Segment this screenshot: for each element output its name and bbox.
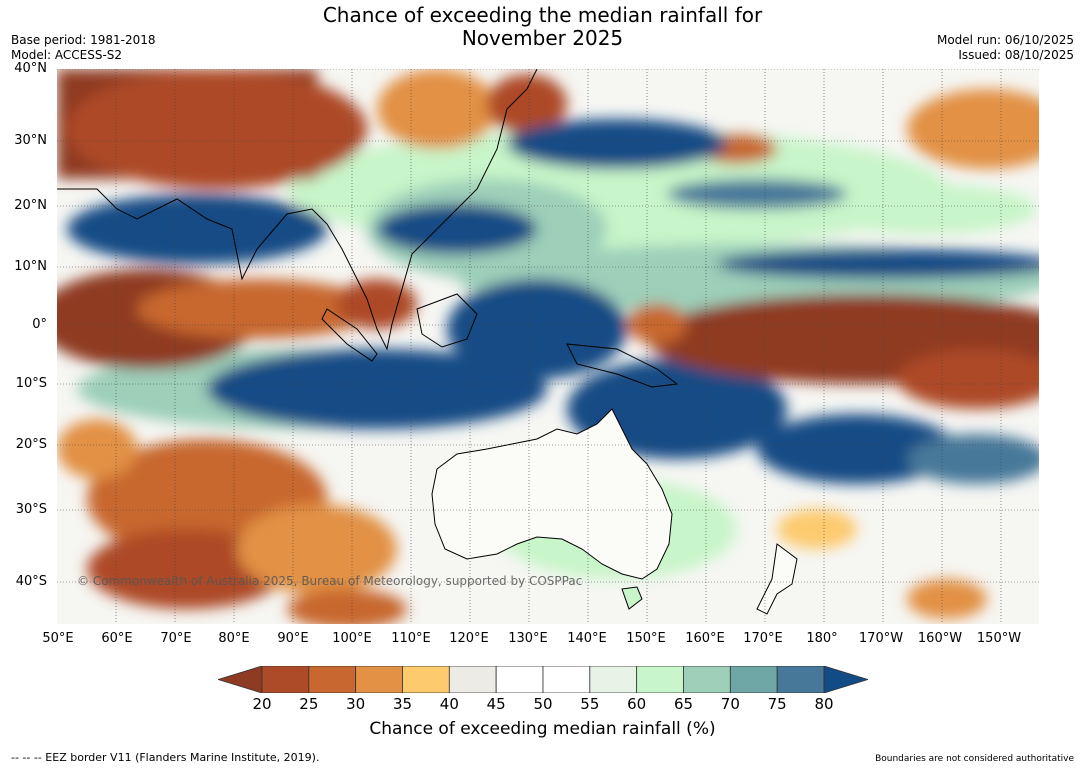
title-line-2: November 2025 (461, 26, 624, 50)
lat-label-10n: 10°N (14, 259, 47, 274)
colorbar-bin (683, 666, 731, 693)
colorbar-bin (729, 666, 778, 693)
colorbar (218, 666, 868, 693)
tasmania-outline (621, 586, 643, 610)
lat-label-equator: 0° (32, 317, 47, 332)
colorbar-tick-label: 60 (627, 695, 647, 713)
lon-label-80e: 80°E (218, 631, 250, 646)
colorbar-title: Chance of exceeding median rainfall (%) (369, 719, 716, 739)
colorbar-tick-label: 50 (533, 695, 553, 713)
issued-date: Issued: 08/10/2025 (958, 48, 1074, 62)
colorbar-bin (542, 666, 591, 693)
colorbar-tick-label: 65 (673, 695, 694, 713)
colorbar-tick-label: 80 (814, 695, 834, 713)
lon-label-160e: 160°E (685, 631, 725, 646)
lon-label-180: 180° (806, 631, 838, 646)
asia-coastline (57, 69, 538, 351)
model-info: Base period: 1981-2018 Model: ACCESS-S2 (11, 33, 156, 63)
colorbar-tick-label: 30 (346, 695, 366, 713)
lon-label-120e: 120°E (449, 631, 489, 646)
map-title: Chance of exceeding the median rainfall … (0, 4, 1085, 50)
colorbar-bin (261, 666, 310, 693)
new-guinea-outline (566, 343, 679, 388)
boundaries-disclaimer: Boundaries are not considered authoritat… (875, 754, 1074, 764)
base-period: Base period: 1981-2018 (11, 33, 156, 47)
lon-label-90e: 90°E (277, 631, 309, 646)
lat-label-40n: 40°N (14, 61, 47, 76)
borneo-outline (416, 293, 478, 348)
model-name: Model: ACCESS-S2 (11, 48, 123, 62)
colorbar-bin (355, 666, 403, 693)
colorbar-bin (776, 666, 825, 693)
lon-label-140e: 140°E (567, 631, 607, 646)
rainfall-map (57, 69, 1039, 624)
lat-label-30s: 30°S (15, 502, 47, 517)
lon-label-100e: 100°E (332, 631, 372, 646)
colorbar-tick-label: 75 (767, 695, 787, 713)
lon-label-70e: 70°E (160, 631, 192, 646)
colorbar-under-arrow (218, 666, 263, 693)
sumatra-outline (321, 308, 378, 362)
colorbar-bin (308, 666, 357, 693)
colorbar-tick-label: 55 (580, 695, 600, 713)
lon-label-50e: 50°E (42, 631, 74, 646)
colorbar-bin (448, 666, 497, 693)
lon-label-110e: 110°E (391, 631, 431, 646)
run-info: Model run: 06/10/2025 Issued: 08/10/2025 (937, 33, 1074, 63)
colorbar-bin (402, 666, 450, 693)
colorbar-bin (495, 666, 544, 693)
eez-border-note: -- -- -- EEZ border V11 (Flanders Marine… (11, 751, 320, 764)
lat-label-20s: 20°S (15, 437, 47, 452)
lon-label-170w: 170°W (858, 631, 904, 646)
australia-outline (431, 408, 673, 580)
colorbar-tick-label: 35 (392, 695, 413, 713)
lat-label-20n: 20°N (14, 198, 47, 213)
lon-label-150e: 150°E (626, 631, 666, 646)
graticule (57, 69, 1039, 624)
title-line-1: Chance of exceeding the median rainfall … (322, 3, 763, 27)
lon-label-150w: 150°W (976, 631, 1022, 646)
colorbar-tick-label: 20 (252, 695, 272, 713)
colorbar-bin (589, 666, 638, 693)
colorbar-tick-label: 70 (720, 695, 740, 713)
copyright-watermark: © Commonwealth of Australia 2025, Bureau… (77, 574, 583, 588)
colorbar-tick-label: 45 (486, 695, 506, 713)
lat-label-30n: 30°N (14, 133, 47, 148)
lat-label-40s: 40°S (15, 574, 47, 589)
new-zealand-outline (756, 543, 798, 615)
lon-label-130e: 130°E (508, 631, 548, 646)
colorbar-tick-label: 40 (439, 695, 459, 713)
lon-label-60e: 60°E (101, 631, 133, 646)
lon-label-170e: 170°E (743, 631, 783, 646)
colorbar-tick-label: 25 (299, 695, 319, 713)
lat-label-10s: 10°S (15, 376, 47, 391)
model-run-date: Model run: 06/10/2025 (936, 33, 1074, 47)
lon-label-160w: 160°W (917, 631, 963, 646)
colorbar-over-arrow (823, 666, 868, 693)
colorbar-bin (636, 666, 684, 693)
